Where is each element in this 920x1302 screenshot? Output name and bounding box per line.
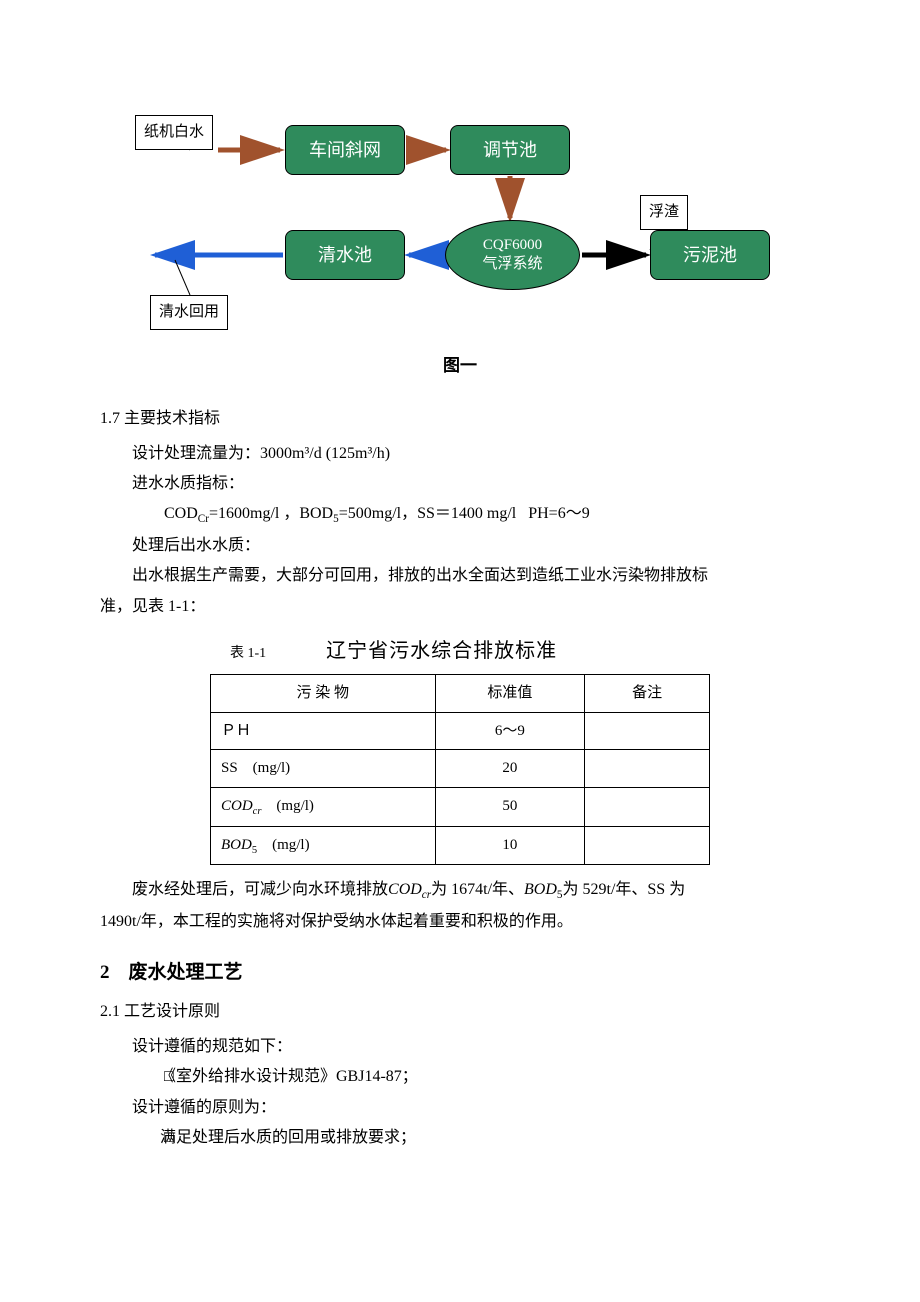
cell-remark [585, 750, 710, 788]
callout-fuzha-label: 浮渣 [649, 204, 679, 220]
box-screen-label: 车间斜网 [309, 133, 381, 167]
heading-1-7: 1.7 主要技术指标 [100, 404, 820, 434]
outlet-desc-2: 准，见表 1-1： [100, 592, 820, 622]
table-header-row: 污 染 物 标准值 备注 [211, 675, 710, 713]
callout-reuse-label: 清水回用 [159, 304, 219, 320]
table-title: 辽宁省污水综合排放标准 [326, 632, 557, 670]
table-row: BOD5 (mg/l)10 [211, 826, 710, 865]
cell-remark [585, 712, 710, 750]
outlet-label: 处理后出水水质： [100, 531, 820, 561]
heading-2-1: 2.1 工艺设计原则 [100, 997, 820, 1027]
cell-pollutant: SS (mg/l) [211, 750, 436, 788]
callout-reuse: 清水回用 [150, 295, 228, 330]
table-row: SS (mg/l)20 [211, 750, 710, 788]
table-row: CODcr (mg/l)50 [211, 787, 710, 826]
summary-line2: 1490t/年，本工程的实施将对保护受纳水体起着重要和积极的作用。 [100, 907, 820, 937]
box-screen: 车间斜网 [285, 125, 405, 175]
box-regulate: 调节池 [450, 125, 570, 175]
th-pollutant: 污 染 物 [211, 675, 436, 713]
box-clear: 清水池 [285, 230, 405, 280]
heading-2: 2 废水处理工艺 [100, 955, 820, 991]
inlet-values: CODCr=1600mg/l ，BOD5=500mg/l，SS＝1400 mg/… [100, 499, 820, 530]
cell-remark [585, 787, 710, 826]
box-clear-label: 清水池 [318, 238, 372, 272]
cell-pollutant: CODcr (mg/l) [211, 787, 436, 826]
outlet-desc-1: 出水根据生产需要，大部分可回用，排放的出水全面达到造纸工业水污染物排放标 [100, 561, 820, 591]
cell-remark [585, 826, 710, 865]
bullet-icon: □ [132, 1123, 156, 1153]
callout-input-label: 纸机白水 [144, 124, 204, 140]
bullet-icon: □ [132, 1062, 156, 1092]
ellipse-line1: CQF6000 [483, 236, 542, 256]
cell-standard: 20 [435, 750, 585, 788]
table-number: 表 1-1 [230, 641, 266, 668]
summary-line1: 废水经处理后，可减少向水环境排放CODcr为 1674t/年、BOD5为 529… [100, 875, 820, 906]
th-remark: 备注 [585, 675, 710, 713]
standards-table-block: 表 1-1 辽宁省污水综合排放标准 污 染 物 标准值 备注 ＰＨ6～9SS (… [210, 632, 710, 865]
inlet-label: 进水水质指标： [100, 469, 820, 499]
cell-pollutant: ＰＨ [211, 712, 436, 750]
bullet-1: □ 《室外给排水设计规范》GBJ14-87； [100, 1062, 820, 1092]
flowchart: 纸机白水 车间斜网 调节池 浮渣 清水池 CQF6000 气浮系统 污泥池 清水… [120, 100, 800, 330]
cell-pollutant: BOD5 (mg/l) [211, 826, 436, 865]
callout-fuzha: 浮渣 [640, 195, 688, 230]
box-sludge-label: 污泥池 [683, 238, 737, 272]
cell-standard: 10 [435, 826, 585, 865]
th-standard: 标准值 [435, 675, 585, 713]
callout-input: 纸机白水 [135, 115, 213, 150]
bullet-2: □ 满足处理后水质的回用或排放要求； [100, 1123, 820, 1153]
standards-table: 污 染 物 标准值 备注 ＰＨ6～9SS (mg/l)20CODcr (mg/l… [210, 674, 710, 865]
table-row: ＰＨ6～9 [211, 712, 710, 750]
cell-standard: 50 [435, 787, 585, 826]
box-sludge: 污泥池 [650, 230, 770, 280]
box-regulate-label: 调节池 [483, 133, 537, 167]
ellipse-cqf: CQF6000 气浮系统 [445, 220, 580, 290]
norm-label: 设计遵循的规范如下： [100, 1032, 820, 1062]
ellipse-line2: 气浮系统 [482, 255, 542, 275]
cell-standard: 6～9 [435, 712, 585, 750]
figure-label: 图一 [100, 350, 820, 382]
principle-label: 设计遵循的原则为： [100, 1093, 820, 1123]
design-flow: 设计处理流量为：3000m³/d (125m³/h) [100, 439, 820, 469]
